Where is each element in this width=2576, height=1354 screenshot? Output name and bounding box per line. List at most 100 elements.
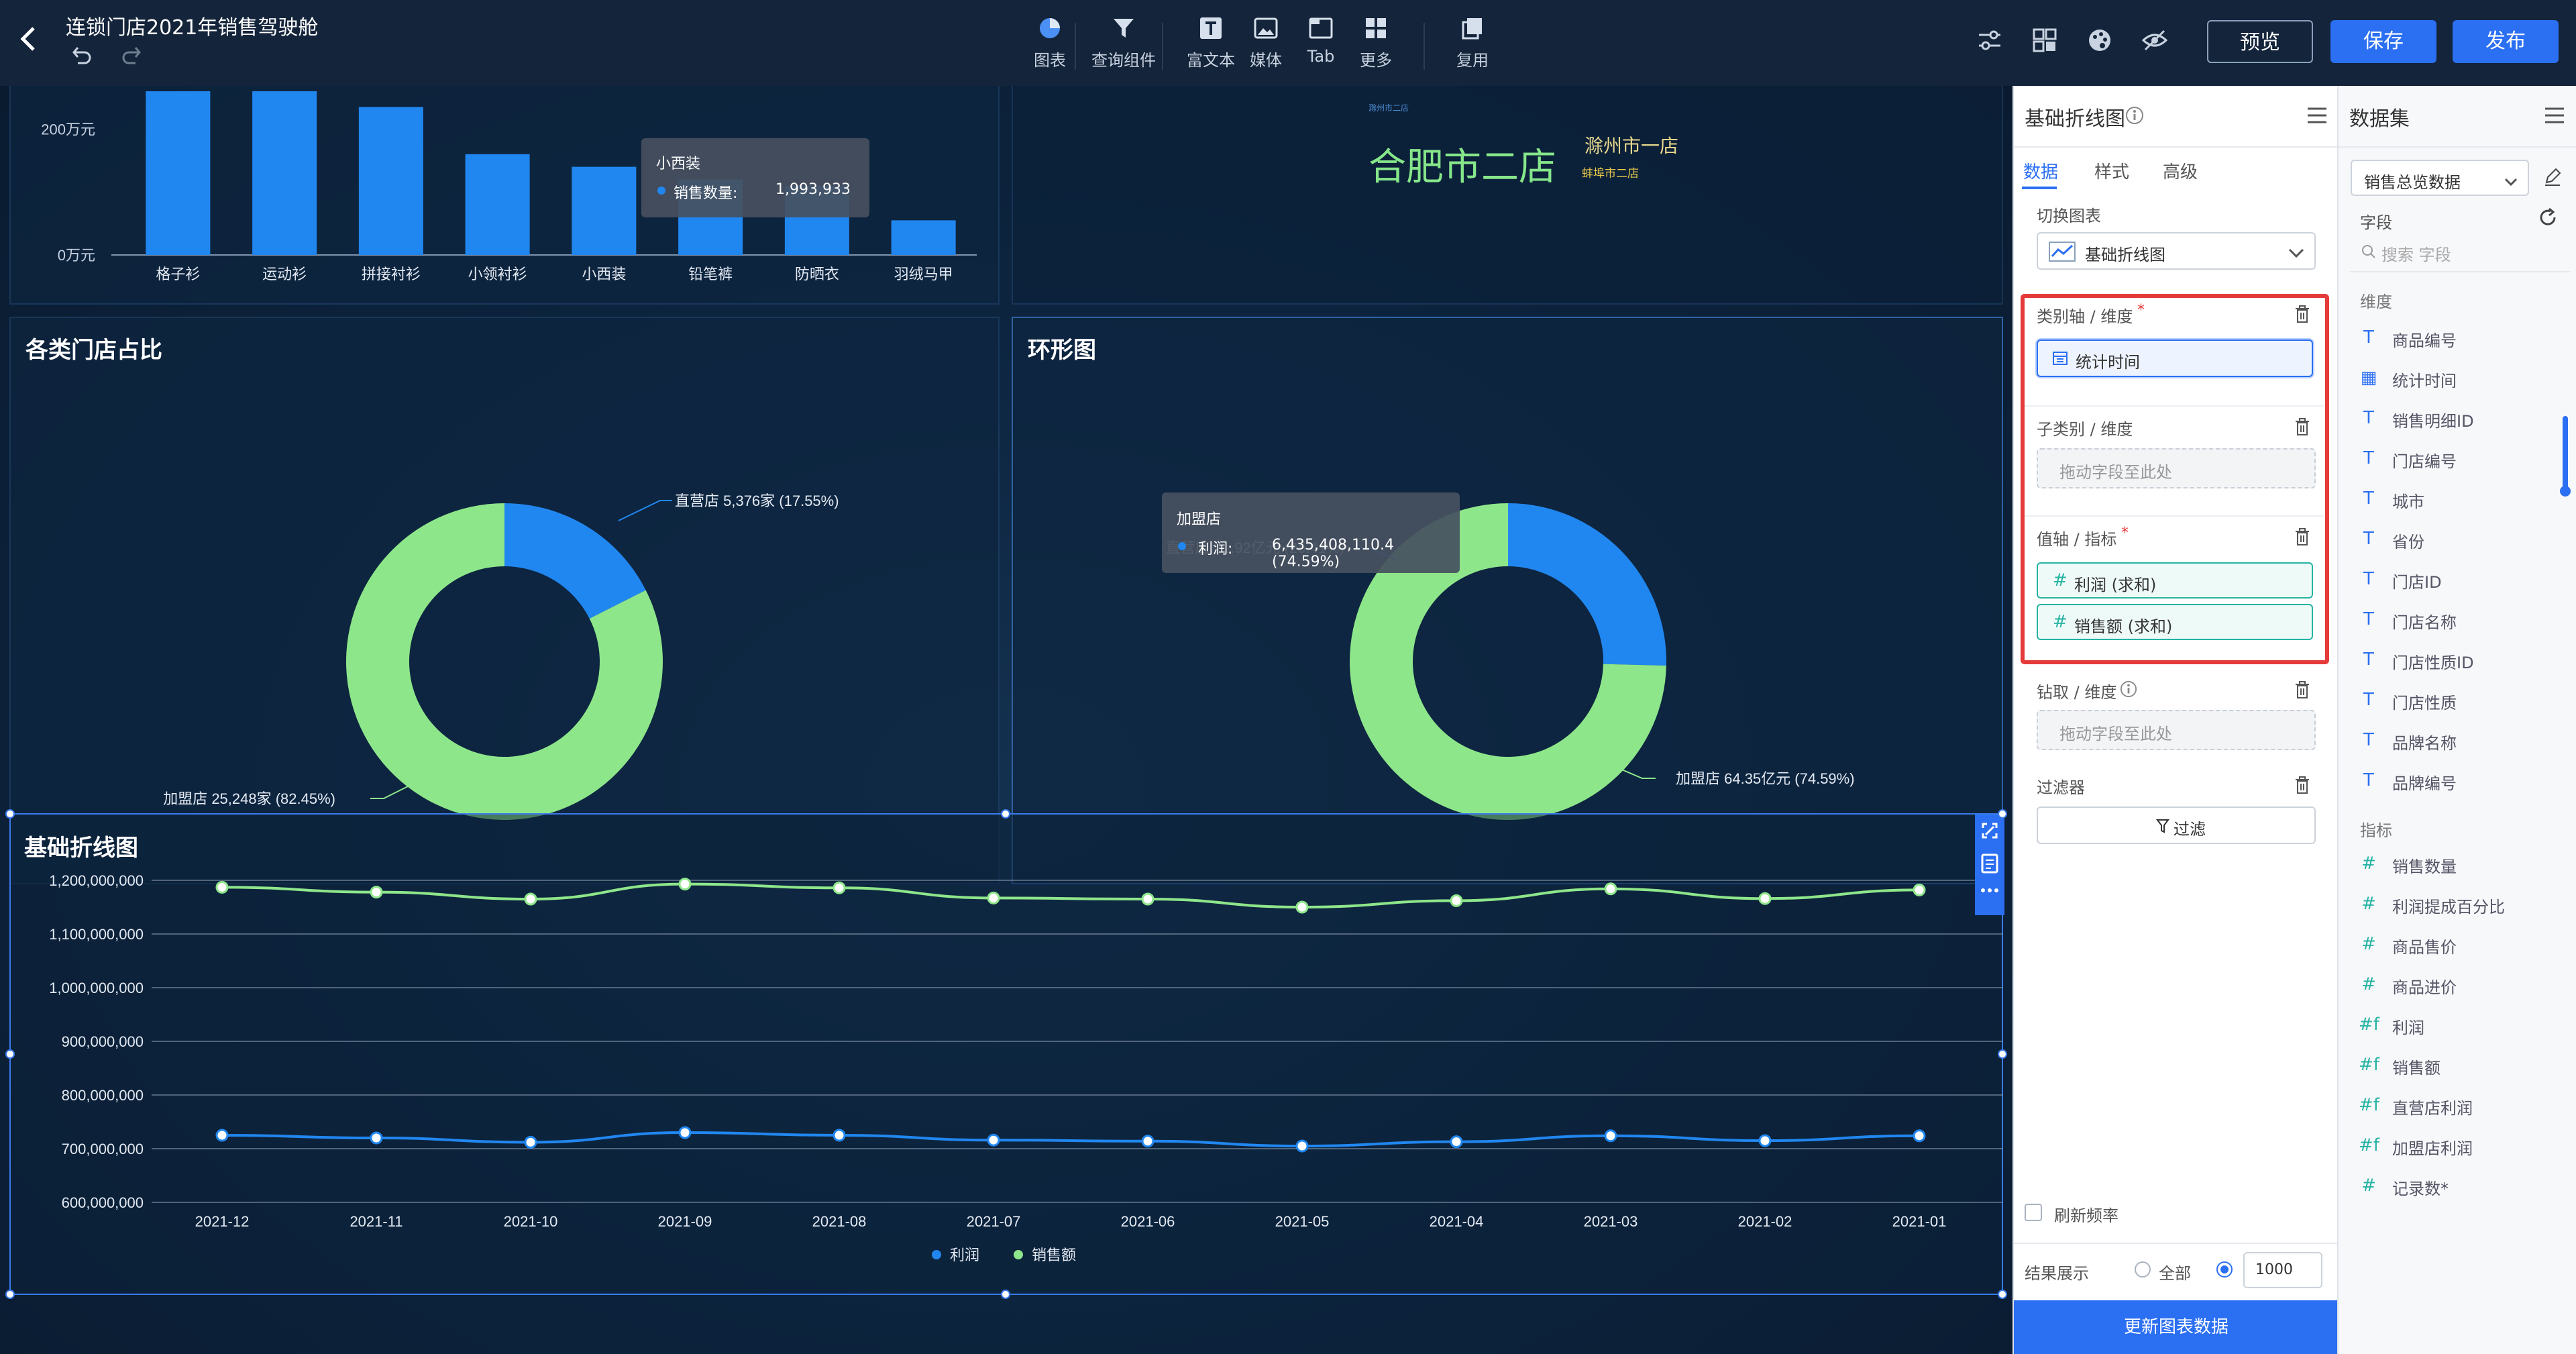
field-name: 利润提成百分比	[2392, 898, 2505, 917]
tab-data[interactable]: 数据	[2023, 162, 2059, 183]
result-count-radio[interactable]	[2216, 1261, 2233, 1278]
preview-button[interactable]: 预览	[2207, 20, 2313, 63]
legend-label: 利润	[950, 1247, 979, 1263]
theme-palette-icon[interactable]	[2086, 27, 2113, 54]
field-item[interactable]: T 门店名称	[2363, 609, 2553, 633]
tool-more[interactable]: 更多	[1339, 11, 1413, 75]
calendar-icon	[2053, 350, 2068, 369]
map-card[interactable]: 滁州市二店 合肥市二店 滁州市一店 蚌埠市二店	[1012, 86, 2003, 305]
drill-dropzone[interactable]: 拖动字段至此处	[2037, 710, 2316, 750]
value-axis-field[interactable]: # 利润 (求和)	[2037, 562, 2313, 598]
tab-style[interactable]: 样式	[2094, 162, 2130, 183]
resize-handle[interactable]	[5, 1290, 15, 1299]
chart-type-select[interactable]: 基础折线图	[2037, 232, 2316, 270]
category-axis-field[interactable]: 统计时间	[2037, 340, 2313, 377]
toolbar-divider	[1075, 23, 1076, 70]
store-share-pie-card[interactable]: 各类门店占比 直营店 5,376家 (17.55%) 加盟店 25,248家 (8…	[9, 317, 1000, 884]
back-arrow-icon[interactable]	[17, 24, 38, 61]
field-item[interactable]: T 品牌编号	[2363, 770, 2553, 794]
field-name: 品牌编号	[2392, 774, 2457, 793]
field-item[interactable]: T 省份	[2363, 529, 2553, 553]
trash-icon[interactable]	[2294, 776, 2310, 794]
trash-icon[interactable]	[2294, 527, 2310, 546]
field-item[interactable]: # 利润提成百分比	[2361, 894, 2553, 918]
edit-pencil-icon[interactable]	[2542, 166, 2563, 189]
resize-handle[interactable]	[1001, 809, 1010, 819]
redo-icon[interactable]	[121, 44, 144, 73]
highlight-frame	[2021, 294, 2329, 664]
dataset-select[interactable]: 销售总览数据	[2351, 160, 2529, 196]
field-item[interactable]: # 销售数量	[2361, 853, 2553, 878]
image-icon	[1254, 16, 1278, 40]
menu-lines-icon[interactable]	[2306, 106, 2328, 127]
field-search-input[interactable]: 搜索 字段	[2381, 246, 2451, 264]
publish-button[interactable]: 发布	[2453, 20, 2559, 63]
resize-handle[interactable]	[1998, 1290, 2007, 1299]
field-item[interactable]: # 商品售价	[2361, 934, 2553, 958]
hide-eye-icon[interactable]	[2141, 27, 2168, 54]
tool-richtext[interactable]: 富文本	[1174, 11, 1248, 75]
info-icon[interactable]	[2125, 106, 2144, 127]
field-item[interactable]: ▦ 统计时间	[2361, 368, 2553, 392]
field-item[interactable]: #f 销售额	[2359, 1055, 2553, 1079]
field-item[interactable]: T 城市	[2363, 488, 2553, 513]
field-item[interactable]: T 门店性质ID	[2363, 649, 2553, 674]
field-name: 销售数量	[2392, 857, 2457, 876]
field-item[interactable]: # 记录数*	[2361, 1176, 2553, 1200]
ring-chart-card[interactable]: 环形图 直营店 21.92亿元 (25.41%)加盟店 64.35亿元 (74.…	[1012, 317, 2003, 884]
settings-sliders-icon[interactable]	[1976, 27, 2003, 54]
save-button[interactable]: 保存	[2330, 20, 2436, 63]
info-icon[interactable]	[2120, 680, 2137, 700]
tab-advanced[interactable]: 高级	[2163, 162, 2198, 183]
card-side-actions	[1975, 815, 2004, 915]
scrollbar[interactable]	[2563, 416, 2568, 490]
field-item[interactable]: T 商品编号	[2363, 327, 2553, 352]
filter-icon	[2156, 819, 2169, 837]
trash-icon[interactable]	[2294, 417, 2310, 436]
trash-icon[interactable]	[2294, 680, 2310, 699]
resize-handle[interactable]	[5, 1049, 15, 1059]
x-tick-label: 2021-06	[1121, 1213, 1175, 1230]
data-point	[678, 878, 692, 891]
undo-icon[interactable]	[70, 44, 93, 73]
field-item[interactable]: #f 利润	[2359, 1014, 2553, 1039]
result-count-input[interactable]: 1000	[2243, 1252, 2322, 1288]
field-item[interactable]: T 销售明细ID	[2363, 408, 2553, 432]
bar-chart-card[interactable]: 200万元 0万元 格子衫 运动衫 拼接衬衫 小领衬衫 小西装 铅笔裤 防晒衣 羽绒马甲 小西装 …	[9, 86, 1000, 305]
trash-icon[interactable]	[2294, 305, 2310, 323]
field-item[interactable]: T 门店ID	[2363, 569, 2553, 593]
field-item[interactable]: T 门店性质	[2363, 690, 2553, 714]
active-tab-indicator	[2022, 187, 2057, 189]
tool-media[interactable]: 媒体	[1229, 11, 1303, 75]
result-all-radio[interactable]	[2135, 1261, 2151, 1278]
resize-handle[interactable]	[1998, 1049, 2007, 1059]
tool-chart[interactable]: 图表	[1013, 11, 1087, 75]
value-axis-field[interactable]: # 销售额 (求和)	[2037, 604, 2313, 640]
field-item[interactable]: T 门店编号	[2363, 448, 2553, 472]
update-chart-data-button[interactable]: 更新图表数据	[2014, 1300, 2339, 1354]
field-item[interactable]: #f 加盟店利润	[2359, 1135, 2553, 1159]
field-item[interactable]: # 商品进价	[2361, 974, 2553, 998]
tool-query[interactable]: 查询组件	[1087, 11, 1161, 75]
menu-lines-icon[interactable]	[2544, 106, 2565, 127]
filter-button[interactable]: 过滤	[2037, 806, 2316, 844]
field-name: 门店ID	[2392, 573, 2442, 592]
resize-handle[interactable]	[1998, 809, 2007, 819]
refresh-icon[interactable]	[2538, 207, 2559, 231]
sub-category-dropzone[interactable]: 拖动字段至此处	[2037, 448, 2316, 488]
basic-line-chart-card[interactable]: 基础折线图 1,200,000,000 1,100,000,000 1,000,00…	[9, 813, 2004, 1295]
y-tick-label: 900,000,000	[62, 1033, 144, 1050]
field-name: 直营店利润	[2392, 1099, 2473, 1118]
tool-reuse[interactable]: 复用	[1436, 11, 1509, 75]
resize-handle[interactable]	[5, 809, 15, 819]
y-tick-label: 800,000,000	[62, 1087, 144, 1104]
x-tick-label: 铅笔裤	[688, 266, 733, 282]
resize-handle[interactable]	[1001, 1290, 1010, 1299]
tool-tab[interactable]: Tab	[1284, 11, 1358, 75]
tooltip-value: 6,435,408,110.4 (74.59%)	[1272, 537, 1394, 570]
field-item[interactable]: T 品牌名称	[2363, 730, 2553, 754]
refresh-checkbox[interactable]	[2025, 1204, 2042, 1221]
field-item[interactable]: #f 直营店利润	[2359, 1095, 2553, 1119]
layout-icon[interactable]	[2031, 27, 2058, 54]
